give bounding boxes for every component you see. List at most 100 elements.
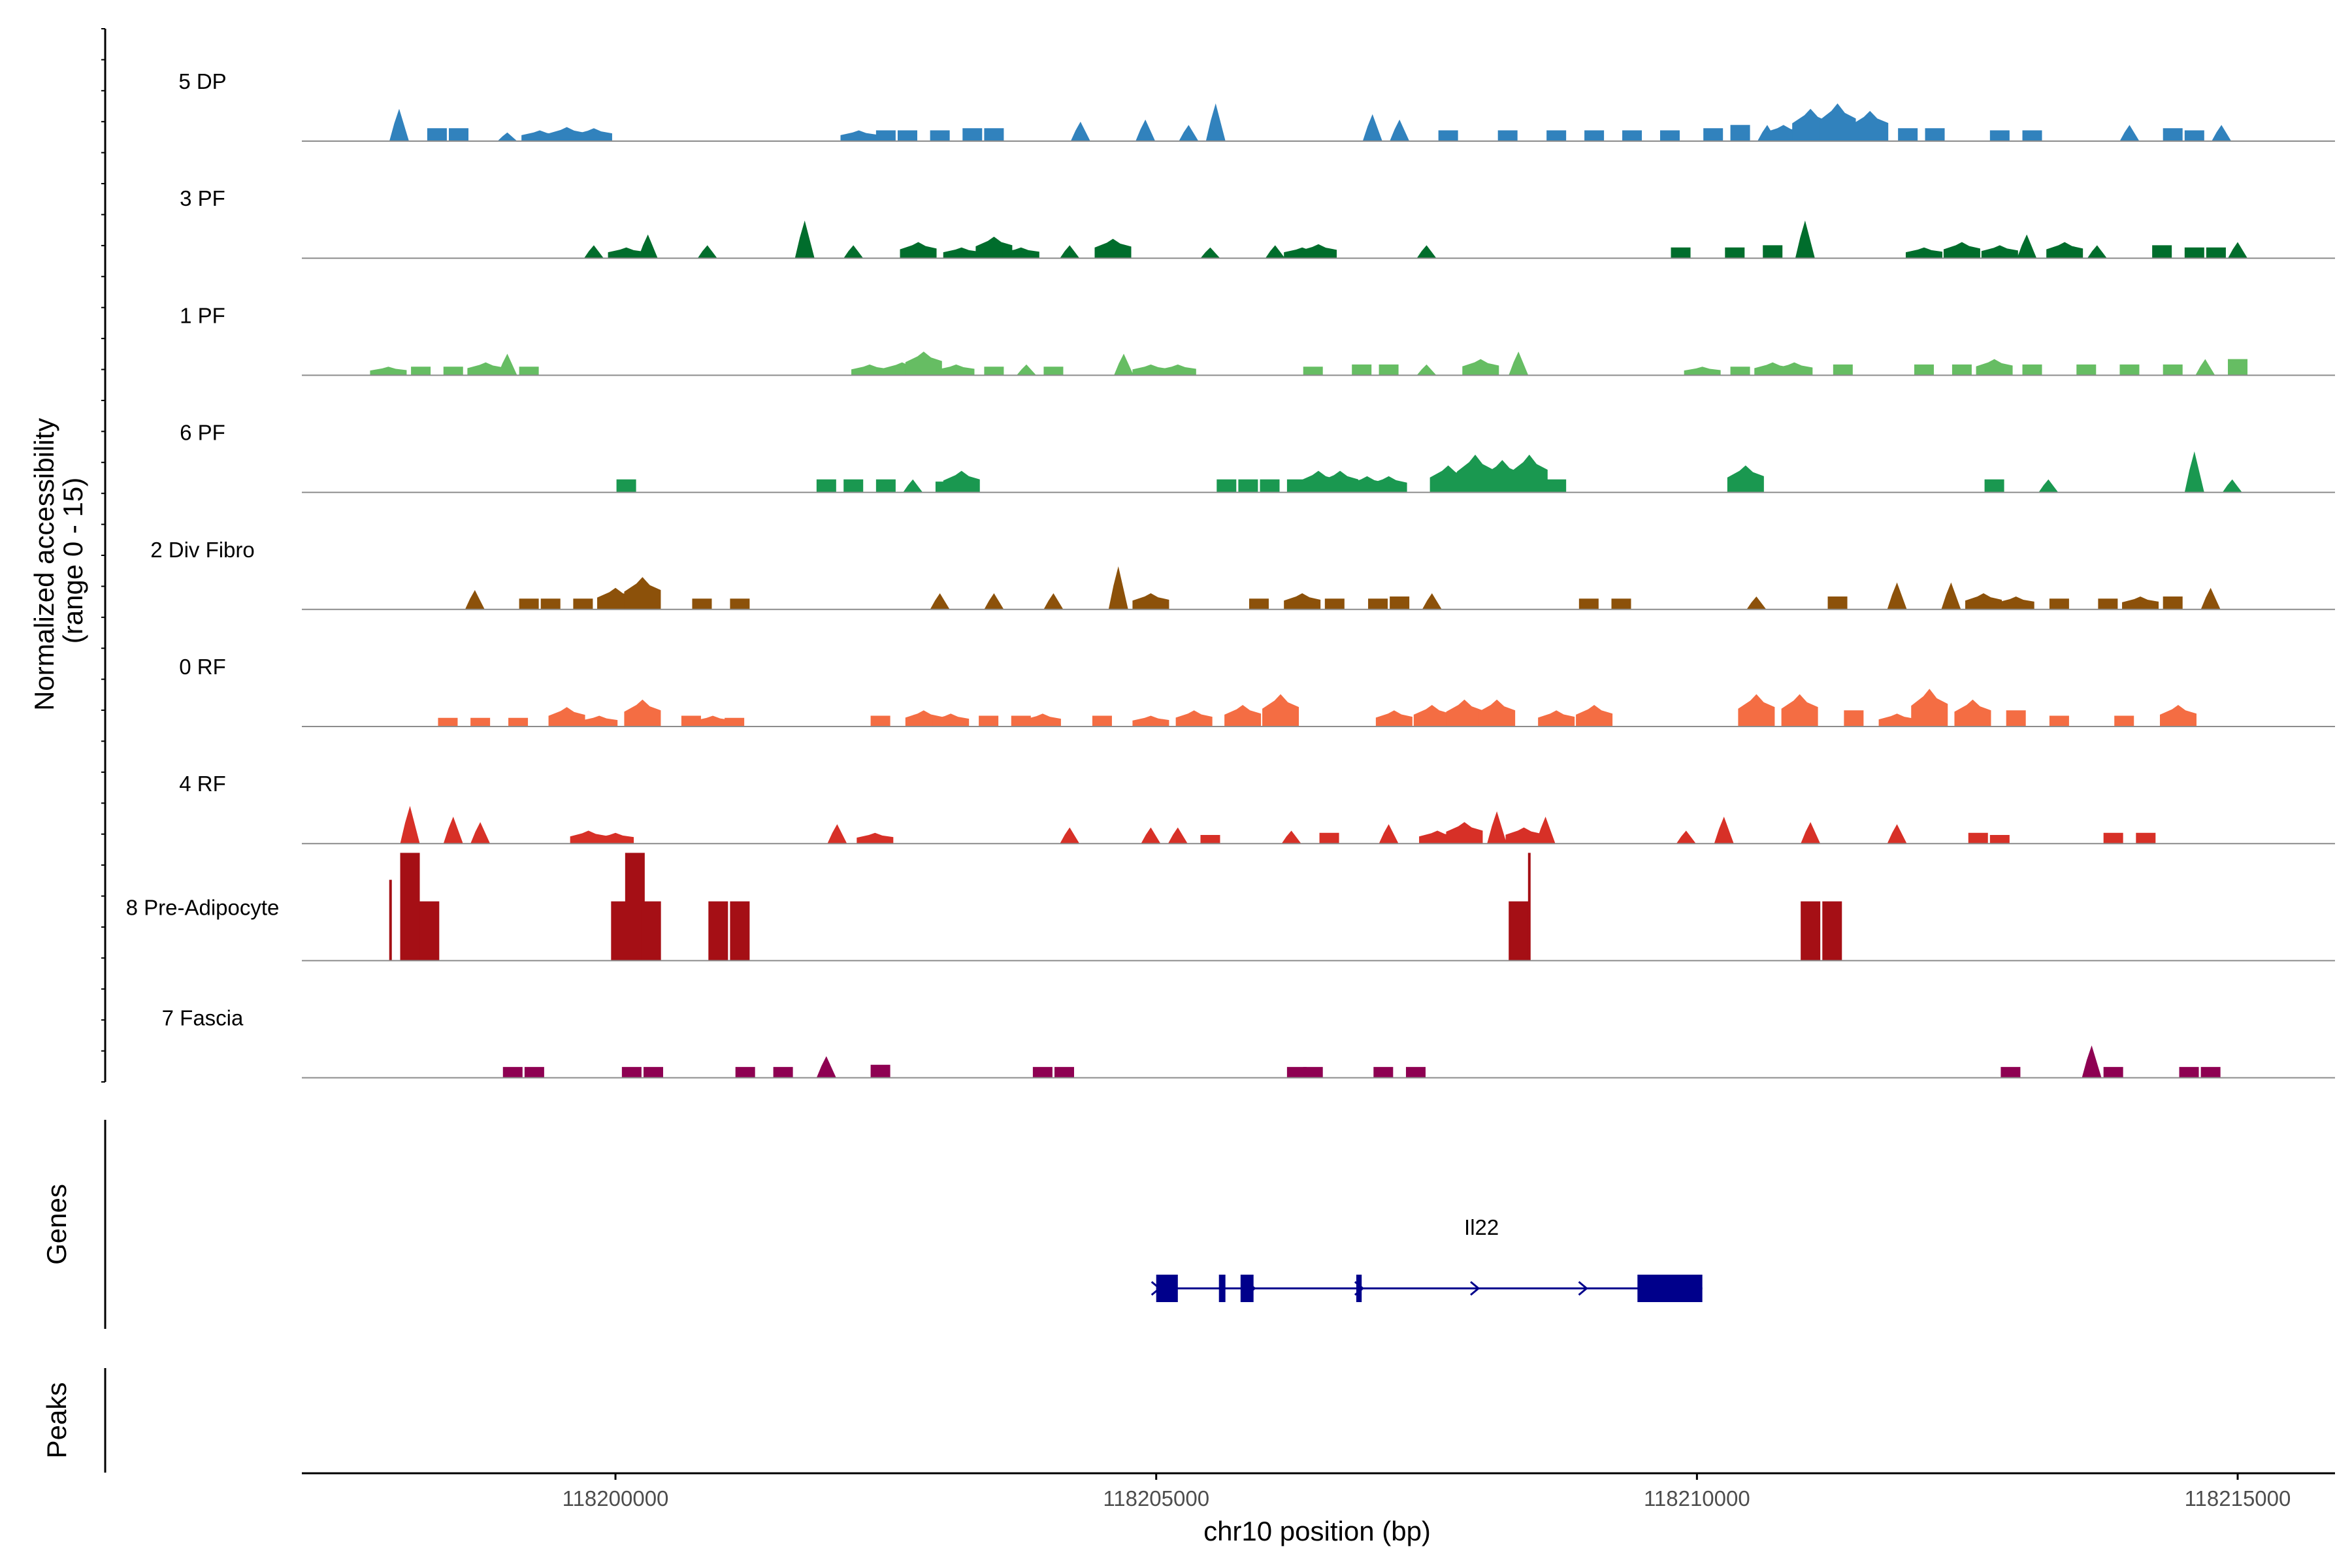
- coverage-peak: [1968, 832, 1988, 844]
- coverage-y-ticks: [101, 28, 105, 1083]
- coverage-peak: [1379, 364, 1399, 376]
- coverage-peak: [1714, 816, 1734, 844]
- coverage-peak: [2163, 596, 2183, 610]
- coverage-peak: [1108, 566, 1128, 610]
- coverage-peak: [624, 577, 661, 610]
- coverage-peak: [730, 598, 750, 610]
- coverage-peak: [1887, 582, 1907, 610]
- x-tick-label: 118205000: [1103, 1486, 1209, 1511]
- coverage-peak: [2119, 125, 2140, 141]
- strand-arrow-icon: [1470, 1281, 1480, 1296]
- coverage-peak: [1286, 1067, 1307, 1078]
- coverage-peak: [2212, 125, 2232, 141]
- track-label: 3 PF: [180, 186, 225, 210]
- coverage-peak: [2049, 715, 2069, 727]
- coverage-peak: [697, 245, 717, 259]
- coverage-peak: [2163, 364, 2183, 376]
- coverage-peak: [984, 593, 1004, 610]
- coverage-peak: [1413, 705, 1450, 727]
- coverage-peak: [2001, 1067, 2021, 1078]
- strand-arrow-icon: [1246, 1281, 1256, 1296]
- coverage-peak: [1997, 596, 2034, 610]
- coverage-peak: [443, 367, 463, 376]
- gene-exon: [1637, 1275, 1703, 1302]
- coverage-peak: [2184, 247, 2204, 259]
- track-8-pre-adipocyte: 8 Pre-Adipocyte: [126, 853, 2335, 962]
- coverage-peak: [1703, 128, 1723, 141]
- track-3-pf: 3 PF: [180, 186, 2335, 259]
- x-tick-label: 118200000: [563, 1486, 669, 1511]
- coverage-peak: [616, 479, 636, 493]
- coverage-peak: [1390, 120, 1410, 141]
- coverage-peak: [1878, 713, 1916, 727]
- coverage-peak: [608, 247, 645, 259]
- track-label: 5 DP: [178, 69, 226, 93]
- coverage-peak: [2103, 1067, 2123, 1078]
- coverage-peak: [1746, 596, 1767, 610]
- x-tick-label: 118210000: [1644, 1486, 1750, 1511]
- coverage-peak: [1965, 593, 2002, 610]
- coverage-peak: [1943, 242, 1980, 259]
- coverage-peak: [581, 715, 618, 727]
- coverage-peak: [467, 362, 504, 376]
- coverage-peak: [2163, 128, 2183, 141]
- coverage-peak: [1727, 465, 1764, 493]
- coverage-peak: [1801, 901, 1821, 961]
- coverage-peak: [943, 470, 980, 493]
- coverage-peak: [1487, 811, 1507, 844]
- coverage-peak: [449, 128, 469, 141]
- coverage-peak: [2114, 715, 2134, 727]
- coverage-peak: [2076, 364, 2097, 376]
- coverage-peak: [1781, 694, 1818, 727]
- coverage-peak: [1844, 710, 1864, 727]
- coverage-peak: [1952, 364, 1972, 376]
- coverage-peak: [1362, 114, 1382, 141]
- coverage-peak: [1281, 830, 1301, 844]
- coverage-peak: [1887, 824, 1907, 844]
- coverage-peak: [2195, 359, 2215, 376]
- gene-il22: Il22: [1151, 1215, 1703, 1302]
- coverage-peak: [1265, 245, 1285, 259]
- coverage-peak: [2184, 130, 2204, 141]
- coverage-peak: [1002, 247, 1039, 259]
- coverage-peak: [470, 822, 491, 844]
- coverage-peak: [1795, 220, 1815, 259]
- coverage-peak: [1462, 359, 1499, 376]
- coverage-peak: [1819, 103, 1856, 141]
- coverage-peak: [575, 128, 612, 141]
- coverage-peak: [962, 128, 983, 141]
- coverage-peak: [1905, 247, 1942, 259]
- coverage-peak: [1379, 824, 1399, 844]
- coverage-peak: [1576, 705, 1613, 727]
- coverage-peak: [1352, 364, 1372, 376]
- coverage-peak: [1284, 593, 1321, 610]
- coverage-peak: [1132, 715, 1169, 727]
- coverage-peak: [1622, 130, 1642, 141]
- track-label: 2 Div Fibro: [150, 538, 255, 562]
- coverage-peak: [1092, 715, 1112, 727]
- coverage-peak: [1168, 827, 1188, 844]
- track-6-pf: 6 PF: [180, 421, 2335, 493]
- coverage-peak: [1763, 245, 1783, 259]
- gene-exon: [1356, 1275, 1362, 1302]
- coverage-peak: [2006, 710, 2026, 727]
- coverage-peak: [1200, 247, 1220, 259]
- coverage-peak: [621, 1067, 642, 1078]
- y-axis-title: Normalized accessibility (range 0 - 15): [29, 410, 88, 711]
- coverage-peak: [497, 132, 517, 141]
- coverage-peak: [2200, 1067, 2221, 1078]
- coverage-peak: [1319, 832, 1339, 844]
- coverage-peak: [2017, 234, 2037, 259]
- coverage-peak: [583, 245, 604, 259]
- coverage-peak: [1260, 479, 1280, 493]
- coverage-peak: [1497, 130, 1518, 141]
- coverage-peak: [1738, 694, 1775, 727]
- coverage-peak: [540, 598, 561, 610]
- coverage-peak: [2152, 245, 2172, 259]
- coverage-peak: [2222, 479, 2242, 493]
- coverage-peak: [1303, 1067, 1323, 1078]
- coverage-peak: [638, 234, 658, 259]
- coverage-peak: [1446, 699, 1483, 727]
- coverage-peak: [1032, 1067, 1053, 1078]
- coverage-peak: [1370, 476, 1407, 493]
